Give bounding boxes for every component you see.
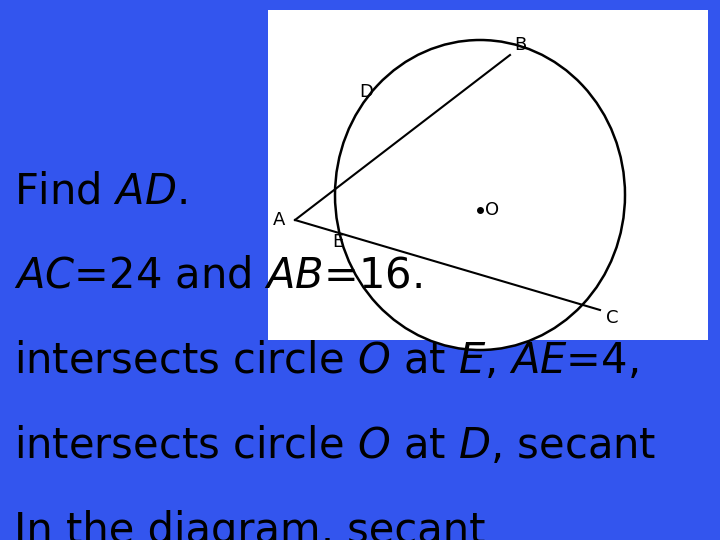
Text: A: A (273, 211, 285, 229)
Text: Find $\it{AD}$.: Find $\it{AD}$. (14, 170, 186, 212)
Bar (268, 10, 708, 340)
Text: B: B (514, 36, 526, 54)
Text: E: E (333, 233, 343, 251)
Text: In the diagram, secant: In the diagram, secant (14, 510, 485, 540)
Text: O: O (485, 201, 499, 219)
Text: intersects circle $\it{O}$ at $\it{D}$, secant: intersects circle $\it{O}$ at $\it{D}$, … (14, 425, 656, 467)
Text: $\it{AC}$=24 and $\it{AB}$=16.: $\it{AC}$=24 and $\it{AB}$=16. (14, 255, 422, 297)
Text: intersects circle $\it{O}$ at $\it{E}$, $\it{AE}$=4,: intersects circle $\it{O}$ at $\it{E}$, … (14, 340, 639, 382)
Text: D: D (359, 83, 373, 101)
Text: C: C (606, 309, 618, 327)
Ellipse shape (335, 40, 625, 350)
